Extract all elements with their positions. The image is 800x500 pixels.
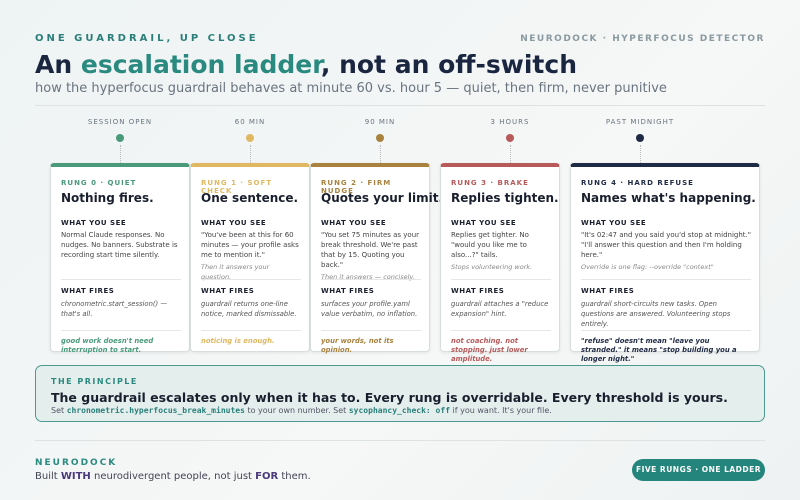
section-label: WHAT YOU SEE (61, 219, 127, 227)
separator (201, 330, 301, 331)
separator (321, 330, 421, 331)
timeline-dot (506, 134, 514, 142)
text: neurodivergent people, not just (90, 471, 256, 482)
timeline-connector (120, 145, 121, 163)
timeline-label: 3 HOURS (490, 118, 530, 126)
separator (451, 330, 551, 331)
see-text: Replies get tighter. No "would you like … (451, 230, 551, 272)
timeline-dot (116, 134, 124, 142)
title-highlight: escalation ladder (80, 50, 321, 79)
section-label: WHAT FIRES (61, 287, 115, 295)
section-label: WHAT FIRES (581, 287, 635, 295)
separator (321, 279, 421, 280)
section-label: WHAT YOU SEE (201, 219, 267, 227)
divider (35, 105, 765, 106)
text: Built (35, 471, 61, 482)
principle-label: THE PRINCIPLE (51, 377, 138, 386)
separator (201, 279, 301, 280)
emphasis: FOR (255, 471, 279, 482)
emphasis: WITH (60, 471, 91, 482)
principle-box: THE PRINCIPLE The guardrail escalates on… (35, 365, 765, 422)
title-part: , not an off-switch (320, 50, 577, 79)
card-title: Nothing fires. (61, 191, 154, 205)
section-label: WHAT YOU SEE (581, 219, 647, 227)
card-footer: "refuse" doesn't mean "leave you strande… (581, 337, 737, 363)
card-title: Replies tighten. (451, 191, 559, 205)
subtitle: how the hyperfocus guardrail behaves at … (35, 81, 667, 96)
see-note: Then it answers your question. (201, 263, 270, 281)
section-label: WHAT FIRES (201, 287, 255, 295)
timeline-connector (380, 145, 381, 163)
footer-brand: NEURODOCK (35, 458, 118, 468)
badge: FIVE RUNGS · ONE LADDER (632, 459, 765, 481)
fires-text: chronometric.start_session() — that's al… (61, 300, 168, 318)
rung-card: RUNG 2 · FIRM NUDGE Quotes your limit. WHA… (310, 163, 444, 354)
see-note: Stops volunteering work. (451, 263, 533, 271)
code: chronometric.hyperfocus_break_minutes (66, 406, 245, 415)
section-label: WHAT FIRES (451, 287, 505, 295)
text: if you want. It's your file. (450, 406, 552, 415)
rung-card: RUNG 3 · BRAKE Replies tighten. WHAT YOU S… (440, 163, 560, 363)
principle-body: Set chronometric.hyperfocus_break_minute… (51, 406, 552, 415)
fires-text: guardrail returns one-line notice, marke… (201, 300, 297, 318)
separator (581, 330, 751, 331)
card-title: One sentence. (201, 191, 299, 205)
timeline-dot (246, 134, 254, 142)
rung-label: RUNG 3 · BRAKE (451, 179, 529, 187)
separator (451, 279, 551, 280)
text: to your own number. Set (244, 406, 349, 415)
timeline-connector (640, 145, 641, 163)
card-footer: not coaching. not stopping. just lower a… (451, 337, 528, 363)
rung-card: RUNG 0 · QUIET Nothing fires. WHAT YOU SEE… (50, 163, 190, 354)
see-note: Override is one flag: --override "contex… (581, 263, 714, 271)
card-footer: noticing is enough. (201, 337, 275, 345)
rung-label: RUNG 4 · HARD REFUSE (581, 179, 694, 187)
card-footer: your words, not its opinion. (321, 337, 394, 354)
tagline: Built WITH neurodivergent people, not ju… (35, 471, 311, 482)
timeline-label: 60 MIN (234, 118, 266, 126)
rung-card: RUNG 4 · HARD REFUSE Names what's happeni… (570, 163, 760, 363)
see-note: Then it answers — concisely. (321, 273, 415, 281)
separator (581, 279, 751, 280)
code: sycophancy_check: off (348, 406, 451, 415)
timeline-dot (376, 134, 384, 142)
brand: NEURODOCK · HYPERFOCUS DETECTOR (520, 34, 765, 44)
divider (35, 440, 765, 441)
timeline-dot (636, 134, 644, 142)
section-label: WHAT YOU SEE (321, 219, 387, 227)
section-label: WHAT FIRES (321, 287, 375, 295)
fires-text: surfaces your profile.yaml value verbati… (321, 300, 418, 318)
card-title: Quotes your limit. (321, 191, 444, 205)
text: Set (51, 406, 67, 415)
card-title: Names what's happening. (581, 191, 756, 205)
see-text: "You've been at this for 60 minutes — yo… (201, 230, 301, 282)
see-text: Normal Claude responses. No nudges. No b… (61, 231, 178, 259)
timeline-connector (250, 145, 251, 163)
title-part: An (35, 50, 81, 79)
timeline-label: 90 MIN (364, 118, 396, 126)
separator (61, 279, 181, 280)
card-footer: good work doesn't need interruption to s… (61, 337, 154, 354)
rung-label: RUNG 2 · FIRM NUDGE (321, 179, 392, 195)
text: them. (278, 471, 311, 482)
timeline-label: PAST MIDNIGHT (605, 118, 675, 126)
rung-card: RUNG 1 · SOFT CHECK One sentence. WHAT YOU… (190, 163, 310, 352)
fires-text: guardrail attaches a "reduce expansion" … (451, 300, 549, 318)
rung-label: RUNG 1 · SOFT CHECK (201, 179, 273, 195)
separator (61, 330, 181, 331)
timeline-label: SESSION OPEN (87, 118, 153, 126)
principle-heading: The guardrail escalates only when it has… (51, 390, 728, 405)
title: An escalation ladder, not an off-switch (35, 50, 577, 79)
rung-label: RUNG 0 · QUIET (61, 179, 137, 187)
see-text: "It's 02:47 and you said you'd stop at m… (581, 231, 751, 271)
fires-text: guardrail short-circuits new tasks. Open… (581, 300, 731, 328)
eyebrow: ONE GUARDRAIL, UP CLOSE (35, 33, 259, 44)
section-label: WHAT YOU SEE (451, 219, 517, 227)
timeline-connector (510, 145, 511, 163)
see-text: "You set 75 minutes as your break thresh… (321, 231, 420, 281)
